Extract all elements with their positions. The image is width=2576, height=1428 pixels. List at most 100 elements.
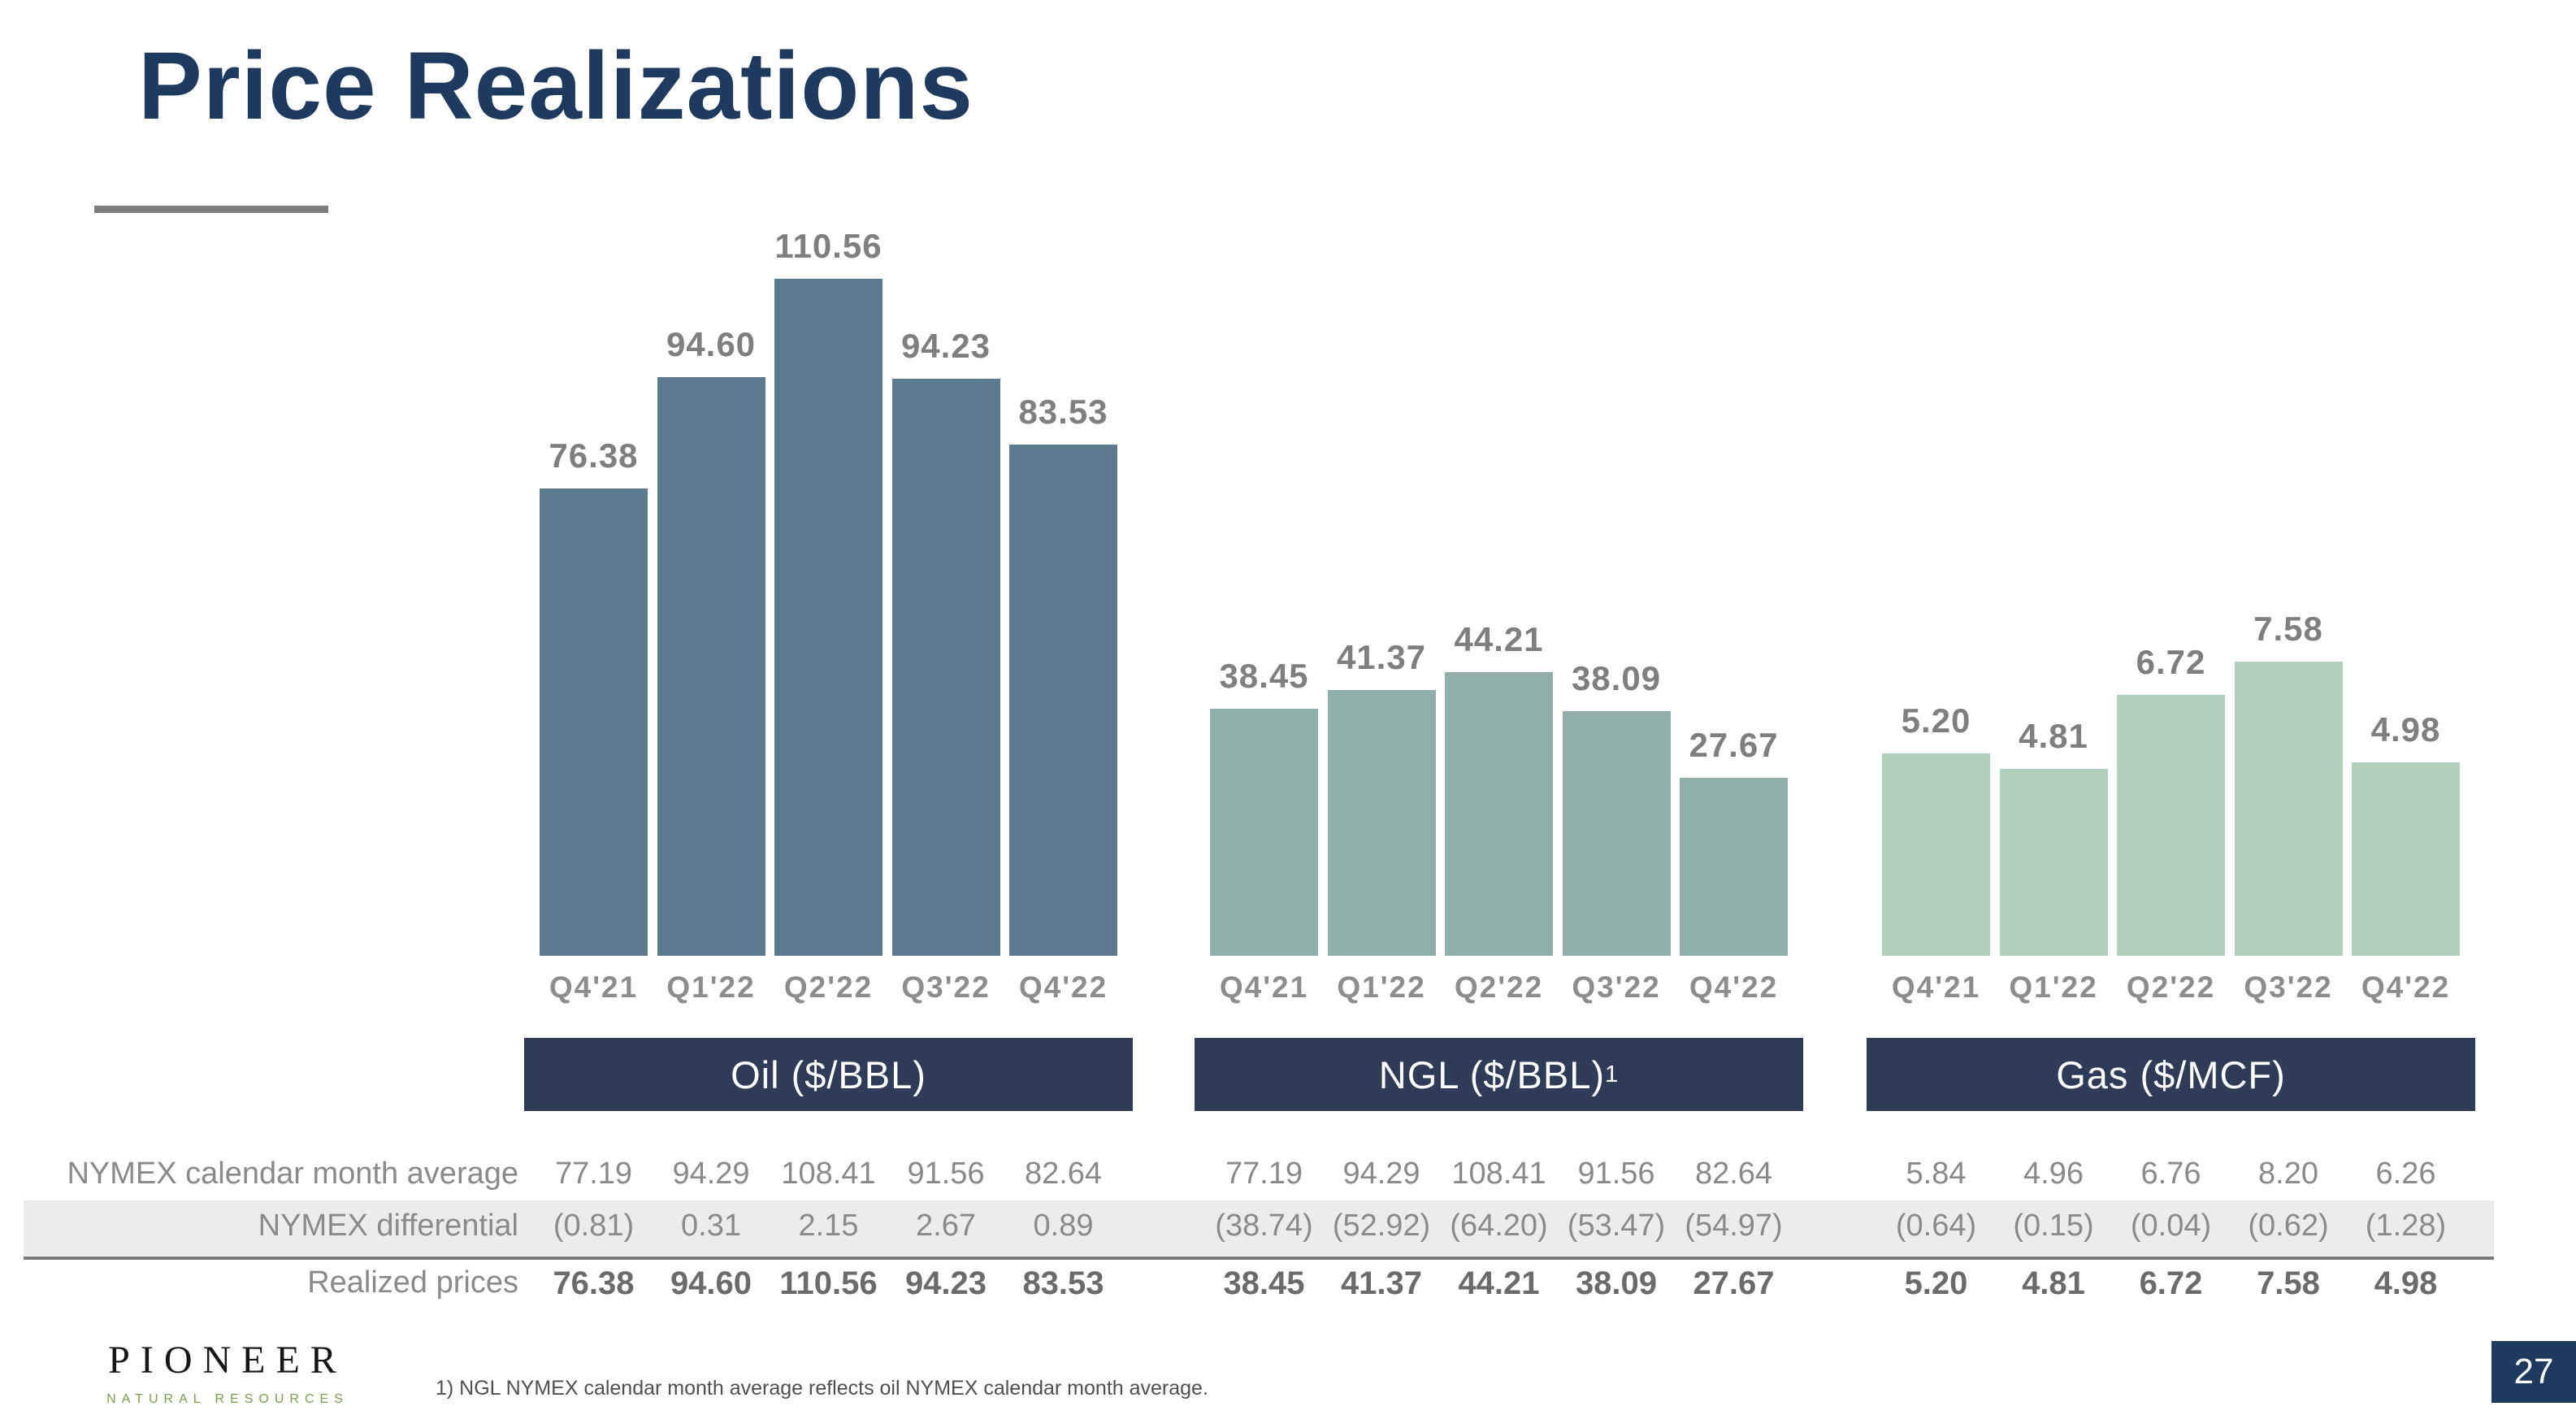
- gas-x-axis-label: Q1'22: [2009, 970, 2098, 1004]
- oil-bar-value-label: 83.53: [1018, 393, 1108, 431]
- ngl-x-axis-label: Q4'22: [1689, 970, 1779, 1004]
- ngl-bar-q3-22: [1562, 711, 1671, 956]
- ngl-bar-q4-21: [1210, 709, 1318, 956]
- oil-bar-value-label: 76.38: [549, 436, 639, 475]
- page-number-badge: 27: [2491, 1341, 2576, 1403]
- gas-bar-q2-22: [2117, 695, 2225, 956]
- table-cell: (54.97): [1685, 1209, 1783, 1243]
- table-cell: 4.81: [2022, 1265, 2085, 1301]
- table-cell: 0.31: [681, 1209, 741, 1243]
- ngl-x-axis-label: Q2'22: [1454, 970, 1544, 1004]
- gas-chart-title: Gas ($/MCF): [2056, 1053, 2286, 1096]
- table-cell: 6.76: [2140, 1157, 2201, 1191]
- table-cell: 44.21: [1458, 1265, 1540, 1301]
- gas-bar-value-label: 5.20: [1901, 701, 1971, 740]
- title-underline-rule: [94, 206, 328, 213]
- logo-wordmark: PIONEER: [108, 1339, 347, 1382]
- table-row-highlight-band: [24, 1200, 2494, 1256]
- gas-bar-q3-22: [2234, 662, 2343, 956]
- table-cell: 6.72: [2139, 1265, 2203, 1301]
- table-cell: 27.67: [1693, 1265, 1775, 1301]
- ngl-bar-value-label: 38.09: [1571, 659, 1662, 697]
- table-cell: (0.04): [2130, 1209, 2212, 1243]
- table-cell: 2.67: [916, 1209, 976, 1243]
- table-cell: 4.96: [2023, 1157, 2084, 1191]
- table-cell: 83.53: [1022, 1265, 1104, 1301]
- table-cell: 94.23: [904, 1265, 987, 1301]
- table-cell: 82.64: [1024, 1157, 1103, 1191]
- table-cell: 2.15: [798, 1209, 859, 1243]
- table-separator-line: [24, 1257, 2494, 1260]
- table-cell: 82.64: [1694, 1157, 1773, 1191]
- table-cell: 38.09: [1575, 1265, 1658, 1301]
- ngl-x-axis-label: Q1'22: [1337, 970, 1426, 1004]
- oil-bar-q2-22: [774, 279, 883, 956]
- oil-x-axis-label: Q3'22: [901, 970, 991, 1004]
- oil-x-axis-label: Q2'22: [783, 970, 874, 1004]
- page-number: 27: [2513, 1352, 2554, 1391]
- gas-x-axis-label: Q4'22: [2361, 970, 2451, 1004]
- gas-bar-q4-21: [1882, 753, 1990, 956]
- ngl-chart-title-banner: NGL ($/BBL) 1: [1195, 1038, 1803, 1111]
- ngl-bar-value-label: 27.67: [1689, 726, 1779, 764]
- ngl-bar-q1-22: [1327, 690, 1436, 956]
- gas-bar-value-label: 4.98: [2370, 710, 2441, 749]
- ngl-bar-q4-22: [1680, 778, 1788, 956]
- ngl-bar-value-label: 44.21: [1454, 620, 1544, 658]
- table-cell: 108.41: [781, 1157, 876, 1191]
- table-cell: (0.15): [2013, 1209, 2094, 1243]
- page-title: Price Realizations: [138, 33, 974, 140]
- table-cell: 110.56: [779, 1265, 878, 1301]
- oil-bar-q3-22: [891, 379, 1000, 956]
- footnote: 1) NGL NYMEX calendar month average refl…: [436, 1377, 1208, 1400]
- ngl-bar-value-label: 38.45: [1219, 657, 1309, 695]
- oil-chart-title: Oil ($/BBL): [731, 1053, 926, 1096]
- table-cell: 41.37: [1340, 1265, 1423, 1301]
- gas-chart-title-banner: Gas ($/MCF): [1867, 1038, 2475, 1111]
- oil-x-axis-label: Q4'22: [1018, 970, 1108, 1004]
- oil-x-axis-label: Q4'21: [549, 970, 639, 1004]
- table-cell: (0.64): [1895, 1209, 1977, 1243]
- table-cell: 4.98: [2374, 1265, 2438, 1301]
- table-row-label-nymex-differential: NYMEX differential: [258, 1209, 518, 1243]
- table-cell: 0.89: [1033, 1209, 1094, 1243]
- table-cell: (0.62): [2248, 1209, 2329, 1243]
- oil-chart-title-banner: Oil ($/BBL): [524, 1038, 1133, 1111]
- gas-x-axis-label: Q4'21: [1891, 970, 1981, 1004]
- gas-bar-q4-22: [2352, 762, 2460, 956]
- gas-bar-q1-22: [1999, 769, 2108, 956]
- oil-x-axis-label: Q1'22: [666, 970, 756, 1004]
- pioneer-logo: PIONEER NATURAL RESOURCES: [106, 1339, 349, 1407]
- table-cell: (64.20): [1450, 1209, 1548, 1243]
- ngl-x-axis-label: Q3'22: [1572, 970, 1661, 1004]
- table-cell: 5.84: [1906, 1157, 1967, 1191]
- ngl-bar-value-label: 41.37: [1336, 638, 1427, 676]
- table-cell: 77.19: [1225, 1157, 1303, 1191]
- oil-bar-value-label: 94.23: [900, 327, 991, 365]
- oil-bar-q4-21: [540, 488, 648, 956]
- table-cell: (52.92): [1332, 1209, 1431, 1243]
- gas-bar-value-label: 7.58: [2253, 610, 2323, 648]
- table-cell: 77.19: [554, 1157, 633, 1191]
- ngl-x-axis-label: Q4'21: [1219, 970, 1309, 1004]
- ngl-chart-title: NGL ($/BBL): [1378, 1053, 1606, 1096]
- table-cell: 94.60: [670, 1265, 752, 1301]
- table-cell: 94.29: [672, 1157, 750, 1191]
- oil-bar-value-label: 110.56: [774, 227, 883, 265]
- table-cell: 7.58: [2257, 1265, 2320, 1301]
- table-cell: 108.41: [1451, 1157, 1546, 1191]
- table-cell: 6.26: [2375, 1157, 2436, 1191]
- table-row-label-nymex-calendar-month-average: NYMEX calendar month average: [67, 1157, 518, 1191]
- oil-bar-q4-22: [1009, 445, 1117, 956]
- table-cell: 38.45: [1223, 1265, 1305, 1301]
- table-cell: (0.81): [553, 1209, 635, 1243]
- table-cell: (1.28): [2365, 1209, 2447, 1243]
- gas-x-axis-label: Q2'22: [2126, 970, 2216, 1004]
- gas-bar-value-label: 4.81: [2019, 717, 2088, 755]
- ngl-bar-q2-22: [1445, 672, 1553, 956]
- oil-bar-q1-22: [657, 377, 765, 956]
- table-cell: 5.20: [1904, 1265, 1968, 1301]
- logo-tagline: NATURAL RESOURCES: [106, 1391, 349, 1406]
- oil-bar-value-label: 94.60: [666, 325, 757, 363]
- table-cell: 76.38: [553, 1265, 635, 1301]
